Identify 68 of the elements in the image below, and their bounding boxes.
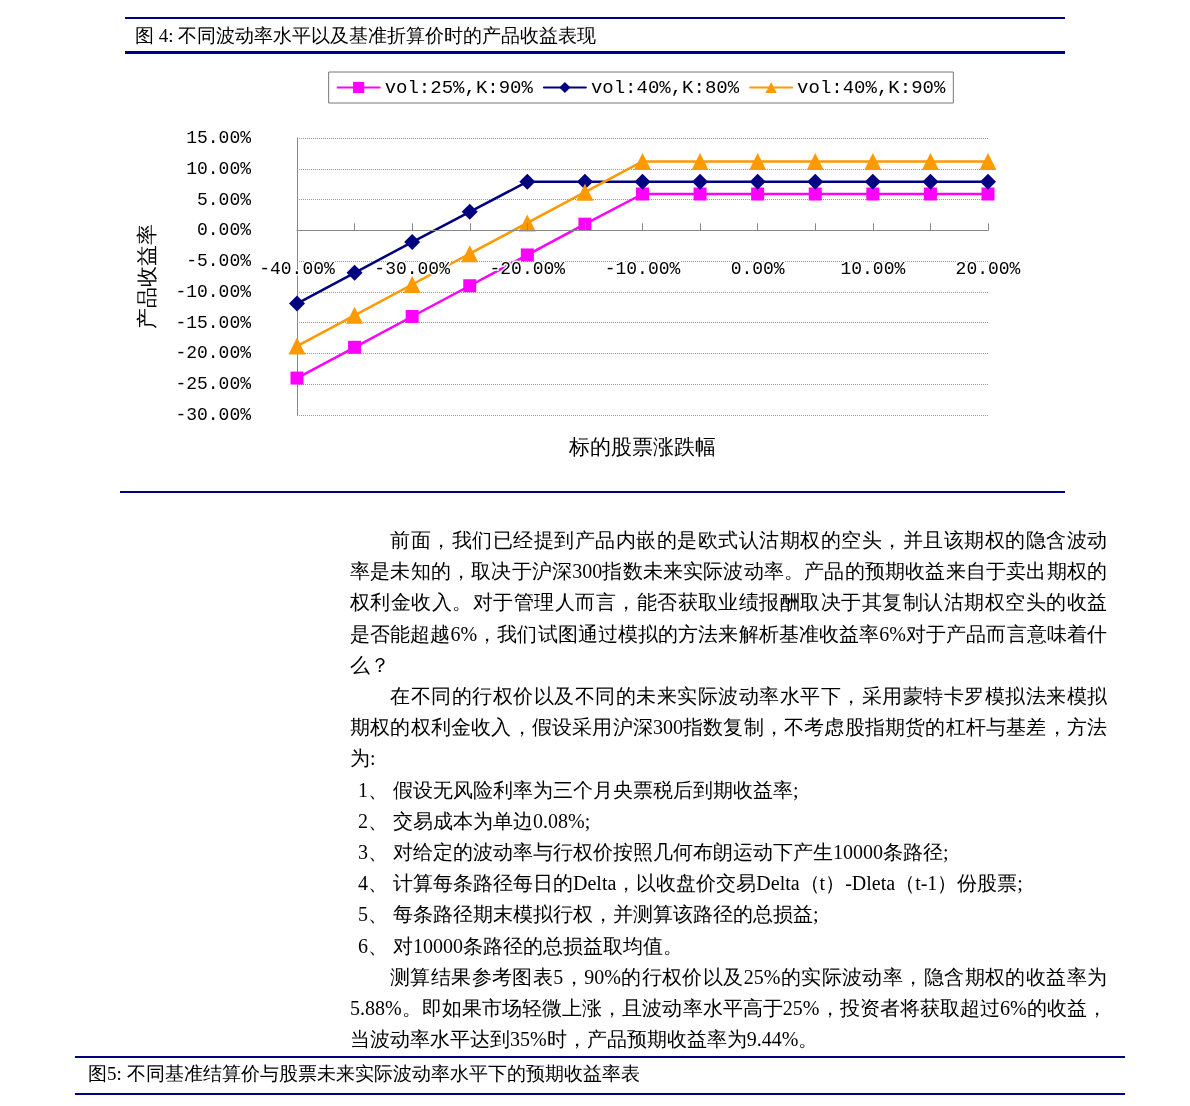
point [576, 183, 594, 201]
point [866, 187, 880, 201]
y-tick-label: 5.00% [196, 189, 252, 210]
point [980, 173, 996, 190]
point [634, 173, 651, 190]
legend-label: vol:40%,K:80% [590, 76, 740, 99]
point [290, 371, 304, 385]
x-axis-title: 标的股票涨跌幅 [568, 434, 717, 460]
point [348, 340, 362, 354]
legend-label: vol:40%,K:90% [797, 76, 946, 99]
point [693, 187, 707, 201]
text: 4、 计算每条路径每日的Delta，以收盘价交易Delta（t）-Dleta（t-1）份股票; [357, 871, 1024, 897]
point [749, 152, 767, 170]
point [636, 187, 649, 201]
y-tick-label: -20.00% [175, 343, 252, 364]
caption: 图5: 不同基准结算价与股票未来实际波动率水平下的预期收益率表 [88, 1062, 640, 1086]
point [751, 187, 765, 201]
point [289, 295, 305, 312]
text: 5、 每条路径期末模拟行权，并测算该路径的总损益; [357, 902, 820, 928]
point [461, 245, 479, 263]
x-tick-label: -10.00% [604, 259, 681, 280]
point [979, 152, 997, 170]
x-tick-label: -40.00% [259, 259, 335, 280]
point [922, 173, 939, 190]
point [346, 306, 364, 324]
text: 在不同的行权价以及不同的未来实际波动率水平下，采用蒙特卡罗模拟法来模拟期权的权利金收入，假设采用沪深300指数复制，不考虑股指期货的杠杆与基差，方法为: [350, 684, 1107, 772]
x-tick-label: 20.00% [955, 259, 1021, 280]
point [463, 279, 477, 293]
point [981, 187, 995, 201]
x-tick-label: 10.00% [840, 259, 906, 280]
point [749, 173, 766, 190]
y-tick-label: 10.00% [186, 158, 252, 179]
text: 1、 假设无风险利率为三个月央票税后到期收益率; [357, 777, 800, 803]
point [806, 152, 824, 170]
y-tick-label: 0.00% [196, 220, 252, 241]
y-axis-title: 产品收益率 [134, 224, 159, 329]
point [864, 173, 881, 190]
point [404, 234, 421, 251]
point [519, 173, 536, 190]
point [692, 173, 709, 190]
x-tick-label: 0.00% [730, 259, 785, 280]
text: 6、 对10000条路径的总损益取均值。 [357, 933, 684, 959]
y-tick-label: -25.00% [175, 374, 252, 395]
point [921, 152, 939, 170]
point [864, 152, 882, 170]
text: 2、 交易成本为单边0.08%; [357, 808, 592, 834]
text: 前面，我们已经提到产品内嵌的是欧式认沽期权的空头，并且该期权的隐含波动率是未知的，取决于沪深300指数未来实际波动率。产品的预期收益来自于卖出期权的权利金收入。对于管理人而言，能否获取业绩报酬取决于其复制认沽期权空头的收益是否能超越6%，我们试图通过模拟的方法来解析基准收益率6%对于产品而言意味着什么？ [350, 528, 1107, 678]
point [403, 276, 421, 293]
text: 3、 对给定的波动率与行权价按照几何布朗运动下产生10000条路径; [357, 840, 950, 866]
point [691, 152, 709, 170]
y-tick-label: -30.00% [175, 405, 252, 425]
chart-title: 图 4: 不同波动率水平以及基准折算价时的产品收益表现 [135, 24, 597, 48]
point [346, 264, 363, 281]
y-tick-label: 15.00% [186, 128, 252, 148]
point [808, 187, 822, 201]
point [807, 173, 824, 190]
y-tick-label: -5.00% [186, 251, 252, 272]
text: 测算结果参考图表5，90%的行权价以及25%的实际波动率，隐含期权的收益率为5.88%。即如果市场轻微上涨，且波动率水平高于25%，投资者将获取超过6%的收益，当波动率水平达到35%时，产品预期收益率为9.44%。 [350, 964, 1107, 1053]
y-tick-label: -10.00% [175, 281, 252, 302]
point [578, 217, 592, 231]
point [634, 152, 651, 170]
point [461, 203, 478, 220]
point [288, 337, 306, 355]
legend-label: vol:25%,K:90% [384, 76, 534, 99]
point [520, 248, 534, 262]
point [923, 187, 937, 201]
point [405, 310, 419, 324]
y-tick-label: -15.00% [175, 312, 252, 333]
